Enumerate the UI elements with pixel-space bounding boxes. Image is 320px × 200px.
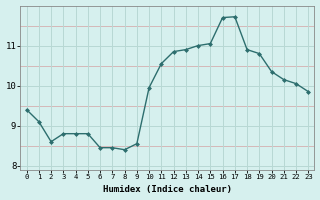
X-axis label: Humidex (Indice chaleur): Humidex (Indice chaleur) xyxy=(103,185,232,194)
